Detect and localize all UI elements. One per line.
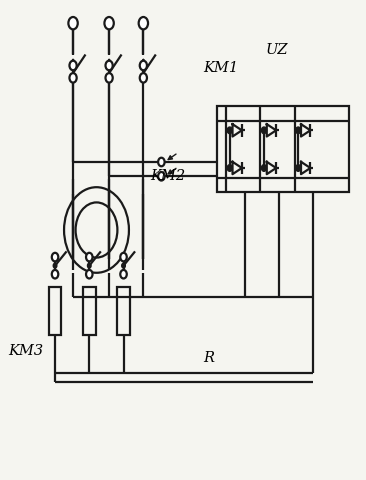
Circle shape [296,128,301,134]
Circle shape [53,264,57,268]
Text: KM1: KM1 [203,61,238,75]
Bar [83,288,96,335]
Circle shape [120,270,127,279]
Circle shape [87,264,91,268]
Circle shape [140,74,147,84]
Text: KM3: KM3 [8,343,43,357]
Bar [117,288,130,335]
Text: UZ: UZ [265,43,288,57]
Circle shape [70,61,76,71]
Circle shape [120,253,127,262]
Circle shape [296,165,301,172]
Circle shape [86,253,93,262]
Circle shape [261,128,266,134]
Circle shape [227,128,232,134]
Circle shape [86,270,93,279]
Circle shape [140,61,147,71]
Circle shape [104,18,114,30]
Circle shape [52,270,58,279]
Circle shape [105,61,113,71]
Circle shape [122,264,125,268]
Circle shape [158,173,165,181]
Bar [217,107,349,192]
Circle shape [261,165,266,172]
Circle shape [68,18,78,30]
Circle shape [139,18,148,30]
Text: KM2: KM2 [150,168,186,182]
Circle shape [105,74,113,84]
Circle shape [52,253,58,262]
Bar [49,288,61,335]
Circle shape [227,165,232,172]
Text: R: R [203,351,214,365]
Circle shape [70,74,76,84]
Circle shape [158,158,165,167]
